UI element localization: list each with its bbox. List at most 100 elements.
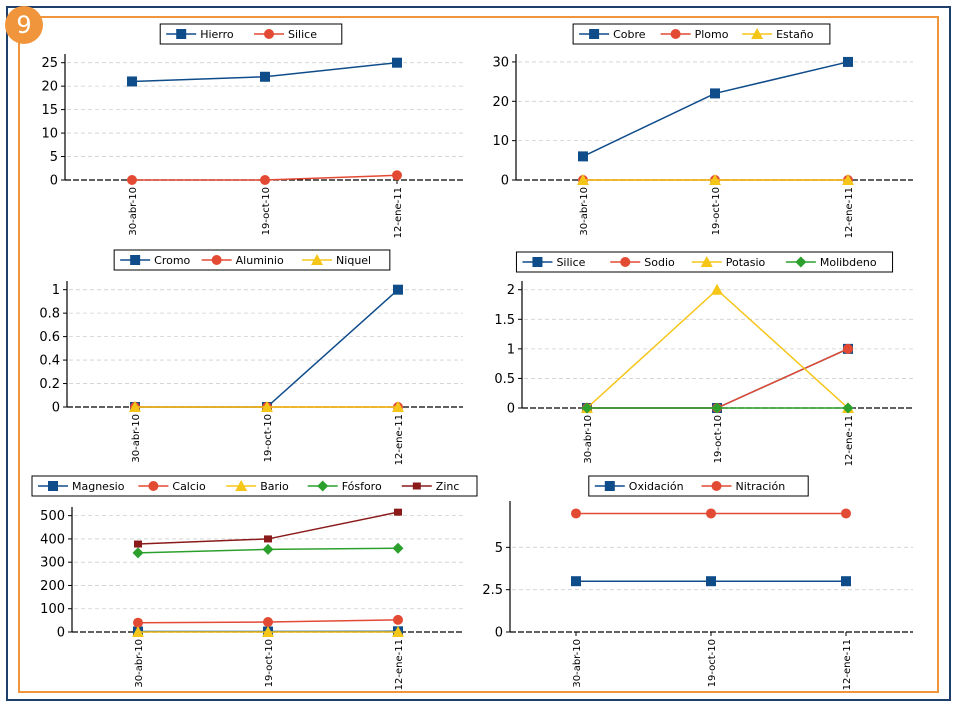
data-point — [392, 626, 404, 637]
data-point — [577, 174, 589, 185]
chart-5: 0 100 200 300 400 500 30-abr-10 19-oct-10 12-ene… — [31, 475, 478, 690]
y-tick-label: 2.5 — [482, 583, 503, 598]
series-line — [587, 348, 849, 409]
data-point — [393, 614, 403, 625]
data-point — [571, 576, 581, 587]
data-point — [711, 283, 723, 295]
y-tick-label: 20 — [492, 95, 509, 110]
x-tick-label: 19-oct-10 — [711, 187, 722, 235]
data-point — [132, 547, 144, 559]
y-tick-label: 0.8 — [39, 307, 60, 322]
y-tick-label: 5 — [495, 541, 503, 556]
data-point — [392, 57, 402, 68]
data-point — [262, 626, 274, 637]
chart-6: 0 2.5 5 30-abr-10 19-oct-10 12-ene-11 Oxidació… — [482, 475, 913, 690]
y-tick-label: 0 — [507, 402, 515, 417]
data-point — [841, 508, 851, 519]
chart-4: 0 0.5 1 1.5 2 30-abr-10 19-oct-10 12-ene-11 Sili… — [494, 251, 913, 466]
legend-marker — [532, 257, 543, 267]
data-point — [394, 508, 402, 516]
x-tick-label: 12-ene-11 — [394, 639, 405, 690]
x-tick-label: 12-ene-11 — [844, 187, 855, 238]
series-line — [587, 348, 849, 409]
legend-marker — [711, 481, 722, 491]
x-tick-label: 12-ene-11 — [844, 415, 855, 466]
legend-label: Magnesio — [72, 480, 125, 493]
legend-marker — [48, 481, 58, 491]
legend-marker — [751, 28, 764, 39]
y-tick-label: 15 — [41, 103, 58, 118]
legend-marker — [620, 257, 631, 267]
y-tick-label: 400 — [40, 532, 65, 547]
y-tick-label: 0.5 — [494, 372, 515, 387]
legend-label: Sodio — [644, 256, 675, 269]
data-point — [260, 71, 270, 82]
y-tick-label: 5 — [50, 150, 58, 165]
x-tick-label: 30-abr-10 — [134, 639, 145, 688]
x-tick-label: 12-ene-11 — [394, 414, 405, 465]
series-line — [582, 61, 849, 158]
legend-marker — [264, 29, 274, 39]
legend-label: Potasio — [726, 256, 766, 269]
x-tick-label: 19-oct-10 — [707, 639, 718, 687]
legend-label: Aluminio — [236, 254, 284, 267]
legend-marker — [317, 480, 329, 492]
legend-marker — [604, 481, 615, 491]
legend: Silice Sodio Potasio Molibdeno — [515, 251, 894, 273]
y-tick-label: 100 — [40, 602, 65, 617]
legend-marker — [700, 256, 713, 267]
y-tick-label: 0.4 — [39, 354, 60, 369]
data-point — [134, 540, 142, 548]
data-point — [841, 576, 851, 587]
data-point — [263, 616, 273, 627]
data-point — [571, 508, 581, 519]
y-tick-label: 0.6 — [39, 330, 60, 345]
data-point — [392, 542, 404, 554]
x-tick-label: 30-abr-10 — [579, 187, 590, 236]
x-tick-label: 12-ene-11 — [393, 187, 404, 238]
chart-1: 0 5 10 15 20 25 30-abr-10 19-oct-10 12-ene-11 Hie… — [41, 23, 463, 238]
x-tick-label: 30-abr-10 — [572, 639, 583, 688]
x-tick-label: 30-abr-10 — [583, 415, 594, 464]
legend-marker — [589, 29, 600, 39]
legend-label: Calcio — [172, 480, 206, 493]
legend-box — [572, 23, 831, 45]
legend-label: Nitración — [736, 480, 786, 493]
y-tick-label: 1 — [52, 283, 60, 298]
y-tick-label: 0 — [495, 626, 503, 641]
x-tick-label: 30-abr-10 — [131, 414, 142, 463]
series-line — [586, 288, 849, 409]
data-point — [260, 175, 270, 185]
data-point — [581, 402, 593, 414]
data-point — [262, 543, 274, 555]
data-point — [710, 88, 720, 99]
data-point — [843, 343, 853, 354]
y-tick-label: 20 — [41, 80, 58, 95]
legend: Cobre Plomo Estaño — [572, 23, 831, 45]
legend-label: Molibdeno — [820, 256, 877, 269]
data-point — [711, 402, 723, 414]
legend-label: Plomo — [695, 28, 729, 41]
legend: Cromo Aluminio Niquel — [113, 249, 391, 271]
series-line — [135, 289, 399, 408]
legend-marker — [311, 254, 324, 265]
y-tick-label: 200 — [40, 579, 65, 594]
legend-box — [588, 475, 809, 497]
page-number-badge: 9 — [5, 6, 43, 44]
data-point — [127, 76, 137, 87]
y-tick-label: 0 — [501, 174, 509, 189]
inner-frame — [18, 16, 939, 693]
data-point — [261, 401, 273, 412]
y-tick-label: 1.5 — [494, 313, 515, 328]
legend: Hierro Silice — [159, 23, 343, 45]
legend-label: Niquel — [336, 254, 371, 267]
x-tick-label: 12-ene-11 — [842, 639, 853, 690]
legend-marker — [795, 256, 807, 268]
y-tick-label: 10 — [41, 127, 58, 142]
y-tick-label: 10 — [492, 134, 509, 149]
data-point — [706, 508, 716, 519]
legend-label: Silice — [556, 256, 585, 269]
y-tick-label: 300 — [40, 556, 65, 571]
legend-label: Cromo — [154, 254, 190, 267]
